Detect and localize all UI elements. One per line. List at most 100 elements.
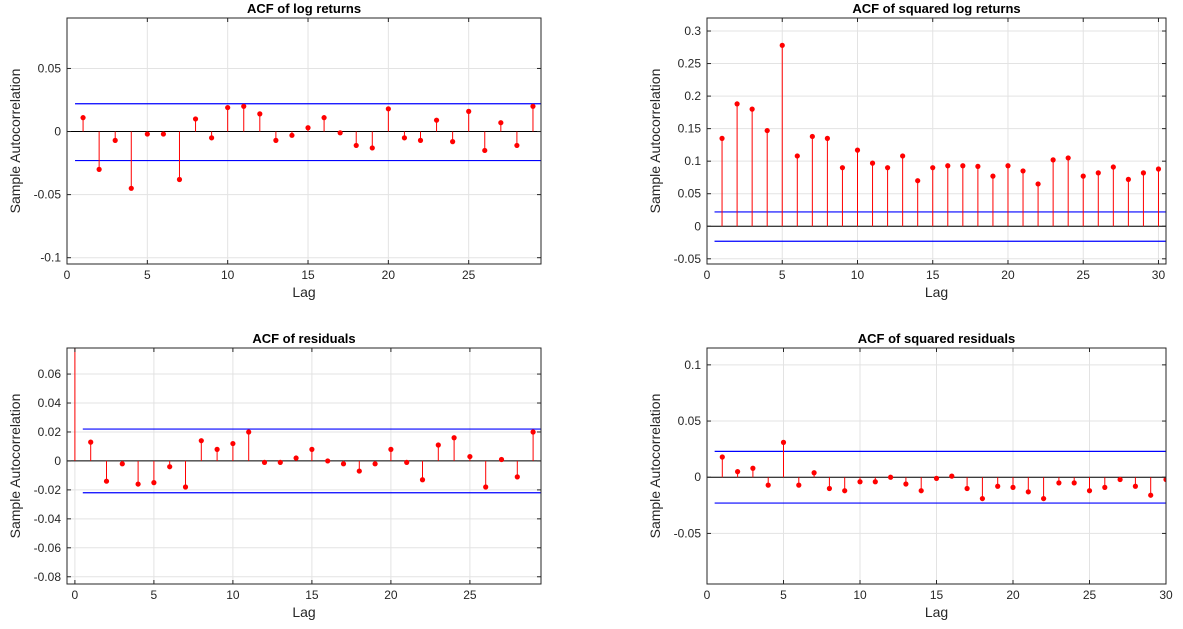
marker-lag-20 [1005,163,1011,169]
marker-lag-3 [119,461,125,467]
y-tick-label: 0.25 [678,57,702,71]
marker-lag-3 [750,465,756,471]
plot-area [707,18,1166,264]
y-tick-label: -0.05 [674,252,702,266]
marker-lag-17 [964,485,970,492]
y-tick-label: -0.05 [674,526,702,540]
x-tick-label: 5 [144,268,151,282]
marker-lag-12 [257,111,263,117]
y-tick-label: 0 [694,219,701,233]
marker-lag-14 [293,455,299,461]
plot-area [67,348,541,584]
x-tick-label: 15 [301,268,315,282]
marker-lag-6 [167,464,173,470]
y-tick-label: -0.05 [34,188,62,202]
marker-lag-27 [498,456,505,463]
marker-lag-29 [530,429,536,435]
marker-lag-20 [388,446,394,452]
x-tick-label: 30 [1152,268,1166,282]
axes-box [706,17,1167,265]
marker-lag-27 [1117,476,1123,483]
marker-lag-16 [949,473,955,479]
y-tick-label: -0.04 [34,512,62,526]
marker-lag-20 [1010,484,1016,490]
marker-lag-1 [719,454,725,460]
chart-title: ACF of log returns [247,1,361,16]
y-tick-label: 0 [54,125,61,139]
x-tick-label: 5 [780,588,787,602]
marker-lag-19 [372,461,378,467]
marker-lag-2 [96,166,102,172]
marker-lag-25 [466,108,472,114]
marker-lag-22 [1035,181,1041,187]
marker-lag-7 [176,176,183,183]
marker-lag-11 [241,103,247,109]
marker-lag-23 [435,442,441,448]
marker-lag-10 [230,440,236,447]
y-tick-label: 0.05 [678,414,702,428]
axes-box [66,17,542,265]
y-tick-label: 0.3 [684,24,701,38]
marker-lag-2 [103,478,110,484]
y-tick-label: -0.1 [40,251,61,265]
marker-lag-10 [857,479,863,485]
marker-lag-5 [151,480,157,486]
marker-lag-20 [385,106,391,112]
x-tick-label: 15 [930,588,944,602]
marker-lag-7 [811,470,817,476]
x-axis-label: Lag [292,284,315,300]
marker-lag-25 [1080,173,1086,179]
marker-lag-19 [369,145,375,151]
marker-lag-19 [990,173,996,179]
marker-lag-18 [975,163,981,169]
series-group [67,348,541,494]
marker-lag-14 [915,178,921,184]
marker-lag-1 [88,439,94,445]
marker-lag-9 [839,165,846,171]
marker-lag-8 [198,438,204,444]
marker-lag-26 [1095,170,1101,176]
acf-chart-1: 0 5 10 15 20 25 -0.1 -0.05 0 0.05 ACF of log retur… [7,1,542,300]
marker-lag-17 [960,163,966,169]
marker-lag-8 [826,485,833,492]
marker-lag-13 [277,459,283,465]
y-tick-label: 0.1 [684,154,701,168]
marker-lag-5 [779,42,785,48]
marker-lag-29 [1140,170,1147,176]
marker-lag-26 [482,147,488,154]
y-tick-label: 0.05 [38,61,62,75]
marker-lag-4 [135,481,141,487]
marker-lag-12 [884,165,891,171]
x-tick-label: 0 [72,588,79,602]
marker-lag-23 [1056,480,1062,486]
marker-lag-29 [1148,492,1154,498]
y-tick-label: 0.04 [38,396,62,410]
y-tick-label: -0.08 [34,570,62,584]
x-tick-label: 25 [1083,588,1097,602]
x-tick-label: 25 [463,588,477,602]
y-axis-label: Sample Autocorrelation [647,69,663,214]
marker-lag-13 [903,481,909,487]
y-tick-label: -0.02 [34,483,62,497]
axes-box [66,347,542,585]
marker-lag-23 [1050,157,1056,163]
y-axis-label: Sample Autocorrelation [7,69,23,214]
marker-lag-26 [483,484,489,490]
series-group [707,18,1166,242]
marker-lag-14 [289,132,295,138]
x-tick-label: 0 [704,268,711,282]
y-tick-label: 0.2 [684,89,701,103]
marker-lag-4 [764,127,770,134]
y-tick-label: 0.06 [38,367,62,381]
x-tick-label: 10 [851,268,865,282]
marker-lag-16 [945,163,951,169]
marker-lag-8 [192,116,199,122]
marker-lag-4 [128,185,134,191]
marker-lag-21 [1025,489,1031,495]
x-tick-label: 20 [1001,268,1015,282]
marker-lag-11 [869,160,876,166]
marker-lag-15 [933,475,940,481]
marker-lag-15 [309,446,315,452]
x-axis-label: Lag [925,284,948,300]
marker-lag-24 [1065,155,1071,161]
